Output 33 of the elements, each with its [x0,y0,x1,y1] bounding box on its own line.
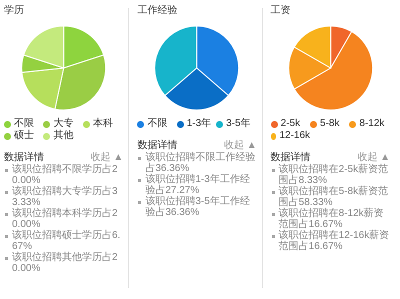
text: 该职位招聘在2-5k薪资范围占8.33% [270,164,390,186]
legend-label: 3-5年 [226,118,251,130]
text: 该职位招聘其他学历占20.00% [4,252,124,274]
legend-label: 2-5k [280,118,300,130]
legend-label: 其他 [53,130,74,142]
text: 该职位招聘1-3年工作经验占27.27% [137,174,257,196]
legend-label: 硕士 [14,130,34,142]
text: 该职位招聘硕士学历占6.67% [4,230,124,252]
chart-title: 工资 [270,4,292,18]
legend-label: 不限 [14,118,34,130]
text: 收起 ▲ [90,150,124,163]
text: 数据详情 [270,150,311,163]
text: 该职位招聘大专学历占33.33% [4,186,124,208]
legend-label: 大专 [53,118,74,130]
legend-label: 不限 [147,118,168,130]
text: 该职位招聘3-5年工作经验占36.36% [137,196,257,218]
legend-label: 本科 [92,118,113,130]
text: 该职位招聘本科学历占20.00% [4,208,124,230]
text: 数据详情 [137,138,178,151]
legend-label: 12-16k [279,130,310,142]
text: 该职位招聘不限学历占20.00% [4,164,124,186]
chart-title: 工作经验 [137,4,178,18]
text: 数据详情 [4,150,44,163]
chart-title: 学历 [4,4,25,18]
text: 该职位招聘在5-8k薪资范围占58.33% [270,186,390,208]
text: 收起 ▲ [224,138,257,151]
legend-label: 5-8k [320,118,340,130]
text: 该职位招聘在12-16k薪资范围占16.67% [270,230,390,252]
text: 该职位招聘在8-12k薪资范围占16.67% [270,208,390,230]
legend-label: 1-3年 [186,118,212,130]
text: 收起 ▲ [357,150,390,163]
legend-label: 8-12k [359,118,384,130]
text: 该职位招聘不限工作经验占36.36% [137,152,257,174]
